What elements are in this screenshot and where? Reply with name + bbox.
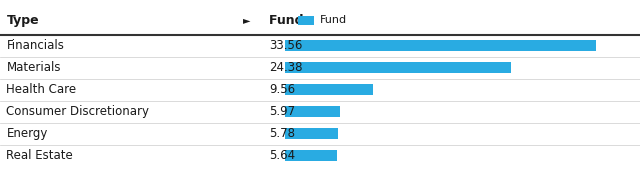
FancyBboxPatch shape [285,150,337,161]
FancyBboxPatch shape [285,40,596,51]
FancyBboxPatch shape [285,62,511,73]
Text: Type: Type [6,14,39,27]
Text: 24.38: 24.38 [269,61,302,74]
Text: 5.64: 5.64 [269,149,295,162]
Text: 33.56: 33.56 [269,39,302,52]
Text: 5.78: 5.78 [269,127,295,140]
Text: Health Care: Health Care [6,83,77,96]
FancyBboxPatch shape [298,16,314,25]
FancyBboxPatch shape [285,128,339,139]
Text: Real Estate: Real Estate [6,149,73,162]
Text: Fund ▾: Fund ▾ [269,14,314,27]
FancyBboxPatch shape [285,84,373,95]
Text: 5.97: 5.97 [269,105,295,118]
Text: Consumer Discretionary: Consumer Discretionary [6,105,149,118]
Text: Financials: Financials [6,39,64,52]
Text: Energy: Energy [6,127,48,140]
Text: Fund: Fund [320,15,347,25]
FancyBboxPatch shape [285,106,340,117]
Text: 9.56: 9.56 [269,83,295,96]
Text: Materials: Materials [6,61,61,74]
Text: ►: ► [243,15,250,25]
